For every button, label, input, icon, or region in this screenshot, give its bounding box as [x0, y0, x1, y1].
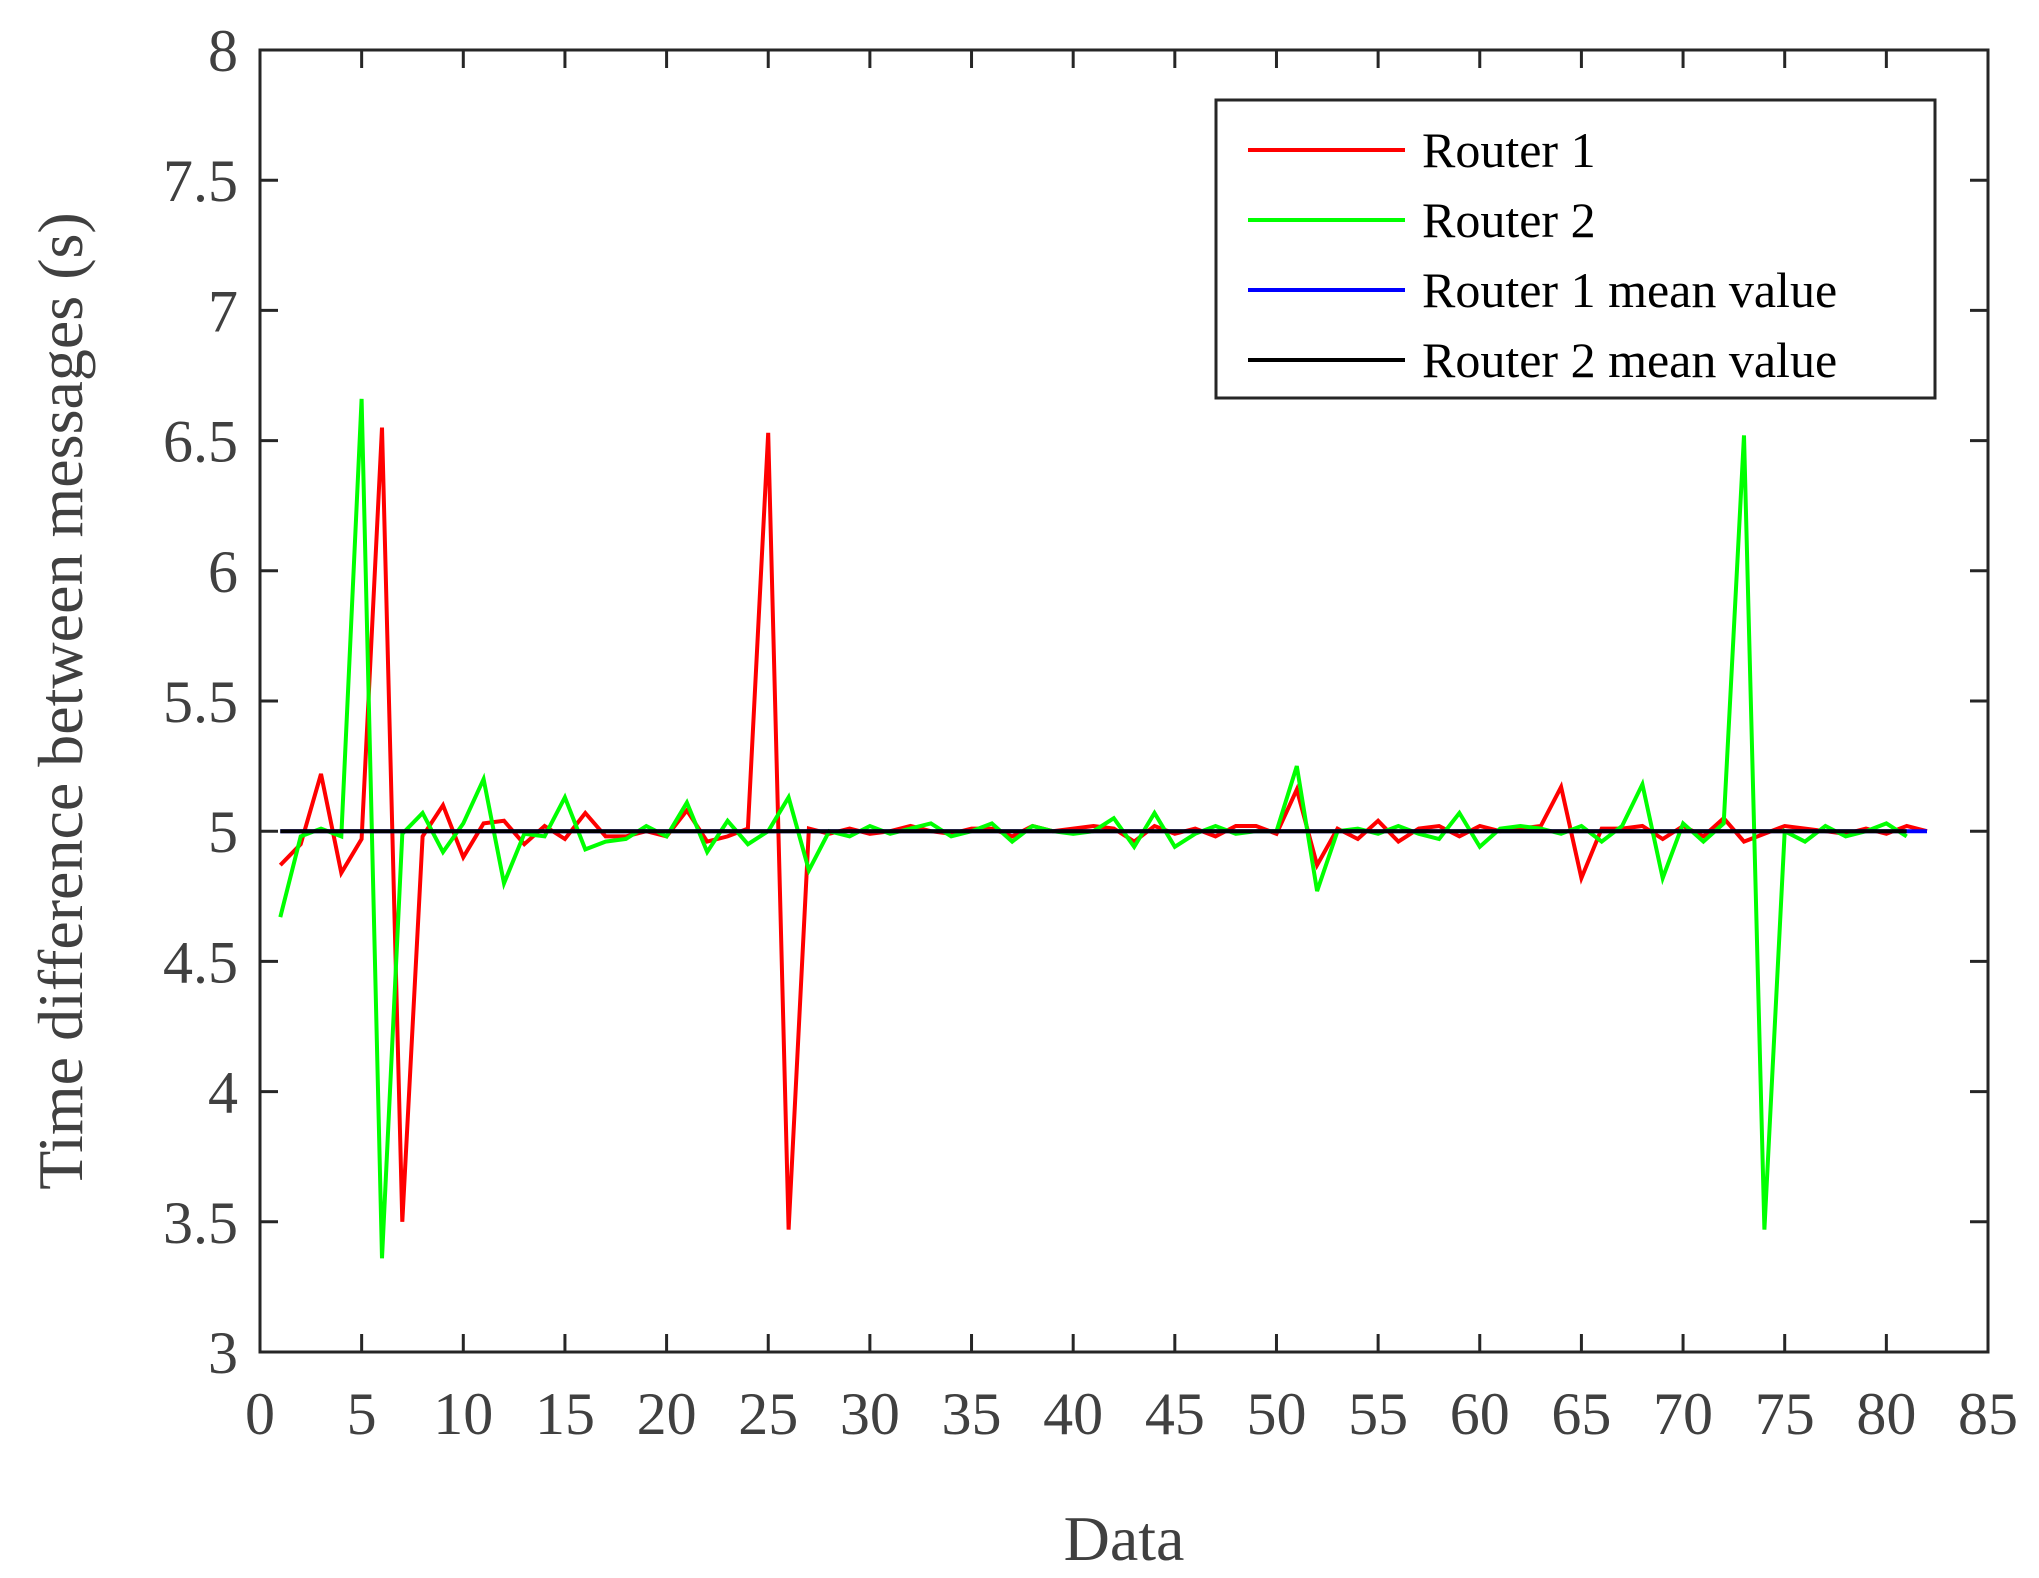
- y-tick-label: 4.5: [163, 929, 238, 995]
- legend-label-router-1: Router 1: [1422, 122, 1596, 178]
- y-tick-label: 5: [208, 799, 238, 865]
- x-tick-label: 75: [1755, 1381, 1815, 1447]
- legend: Router 1 Router 2 Router 1 mean value Route…: [1214, 98, 1937, 400]
- legend-label-router-1-mean-value: Router 1 mean value: [1422, 262, 1837, 318]
- x-tick-label: 25: [738, 1381, 798, 1447]
- y-tick-label: 6: [208, 539, 238, 605]
- x-tick-label: 70: [1653, 1381, 1713, 1447]
- y-tick-label: 3.5: [163, 1190, 238, 1256]
- legend-label-router-2-mean-value: Router 2 mean value: [1422, 332, 1837, 388]
- x-tick-label: 55: [1348, 1381, 1408, 1447]
- y-tick-label: 8: [208, 18, 238, 84]
- x-tick-label: 30: [840, 1381, 900, 1447]
- x-axis-label: Data: [1064, 1503, 1185, 1574]
- y-tick-label: 5.5: [163, 669, 238, 735]
- x-tick-label: 20: [637, 1381, 697, 1447]
- x-tick-label: 10: [433, 1381, 493, 1447]
- x-tick-label: 85: [1958, 1381, 2018, 1447]
- series-layer: [278, 398, 1928, 1259]
- x-tick-label: 80: [1856, 1381, 1916, 1447]
- x-tick-label: 60: [1450, 1381, 1510, 1447]
- x-tick-label: 0: [245, 1381, 275, 1447]
- x-tick-label: 40: [1043, 1381, 1103, 1447]
- y-tick-label: 3: [208, 1320, 238, 1386]
- y-tick-label: 6.5: [163, 409, 238, 475]
- y-axis-label: Time difference between messages (s): [25, 212, 96, 1189]
- x-tick-label: 35: [942, 1381, 1002, 1447]
- x-tick-label: 15: [535, 1381, 595, 1447]
- x-tick-label: 50: [1246, 1381, 1306, 1447]
- y-tick-label: 7.5: [163, 148, 238, 214]
- legend-label-router-2: Router 2: [1422, 192, 1596, 248]
- y-tick-label: 7: [208, 278, 238, 344]
- series-line-router-2: [278, 398, 1908, 1259]
- ticks-layer: 0 5 10 15 20 25 30 35 40 45 50 55 60 65 70 75 80 8533.544…: [163, 18, 2018, 1447]
- y-tick-label: 4: [208, 1060, 238, 1126]
- x-tick-label: 65: [1551, 1381, 1611, 1447]
- x-tick-label: 5: [347, 1381, 377, 1447]
- legend-items: Router 1 Router 2 Router 1 mean value Route…: [1248, 122, 1837, 388]
- x-tick-label: 45: [1145, 1381, 1205, 1447]
